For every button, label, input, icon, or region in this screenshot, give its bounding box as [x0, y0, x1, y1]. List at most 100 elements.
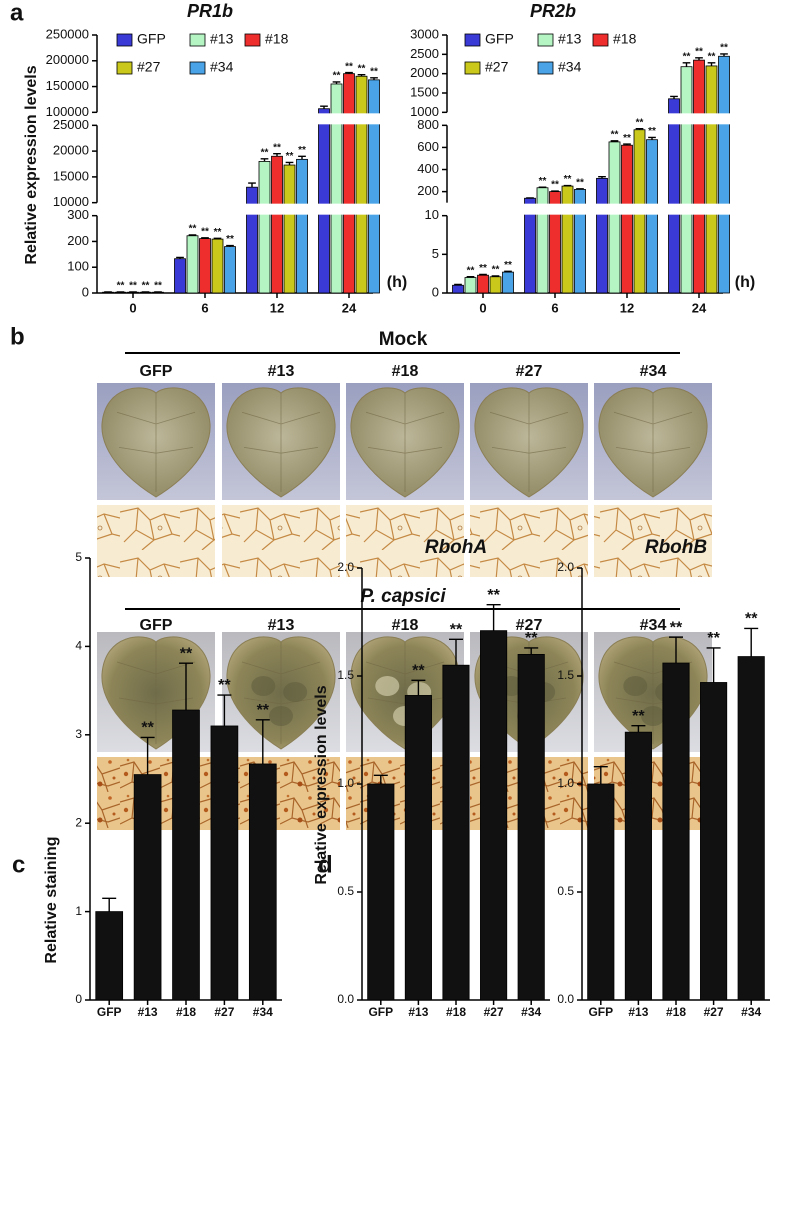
chart-title: PR1b	[187, 1, 233, 21]
significance: **	[708, 51, 716, 62]
bar	[246, 186, 258, 294]
y-tick-label: 2.0	[557, 560, 574, 574]
leaf-vein	[365, 642, 445, 744]
bar	[489, 276, 502, 294]
error-bar	[695, 57, 703, 61]
significance: **	[492, 265, 500, 276]
error-bar	[370, 77, 378, 80]
legend-swatch	[244, 33, 261, 47]
column-label: #34	[640, 363, 667, 380]
bar	[174, 258, 186, 294]
bar	[258, 161, 271, 294]
significance: **	[745, 611, 758, 628]
significance: **	[487, 587, 500, 604]
significance: **	[707, 630, 720, 647]
y-tick-label: 1500	[410, 84, 439, 99]
bar	[283, 164, 296, 294]
micrograph	[222, 505, 340, 577]
x-tick-label: 6	[551, 300, 558, 315]
x-tick-label: 12	[620, 300, 634, 315]
error-bar	[285, 161, 294, 166]
error-bar	[707, 62, 716, 66]
error-bar	[576, 188, 584, 190]
legend-label: #27	[485, 59, 509, 75]
significance: **	[450, 621, 463, 638]
significance: **	[142, 281, 150, 292]
x-tick-label: #18	[446, 1005, 466, 1019]
error-bar	[373, 774, 388, 784]
error-bar	[260, 158, 269, 162]
y-tick-label: 250000	[46, 26, 89, 41]
y-tick-label: 20000	[53, 143, 89, 158]
error-bar	[670, 95, 678, 99]
legend-label: #34	[558, 59, 582, 75]
significance: **	[201, 226, 209, 237]
bar	[172, 709, 200, 1001]
significance: **	[298, 145, 306, 156]
bar	[452, 284, 464, 294]
bar	[693, 59, 705, 294]
legend-swatch	[537, 33, 554, 47]
y-tick-label: 0	[75, 992, 82, 1006]
y-tick-label: 3000	[410, 26, 439, 41]
error-bar	[411, 679, 426, 696]
y-tick-label: 1.0	[557, 776, 574, 790]
column-label: GFP	[140, 617, 173, 634]
error-bar	[213, 237, 222, 240]
x-tick-label: #27	[484, 1005, 504, 1019]
bar	[608, 141, 621, 294]
x-tick-label: 0	[129, 300, 136, 315]
x-tick-label: #27	[704, 1005, 724, 1019]
bar	[480, 630, 508, 1001]
error-bar	[454, 283, 462, 286]
bar	[248, 763, 277, 1001]
bar	[662, 662, 690, 1001]
x-tick-label: #18	[666, 1005, 686, 1019]
bar	[502, 271, 514, 294]
significance: **	[467, 265, 475, 276]
column-label: #34	[640, 617, 667, 634]
micrograph	[97, 505, 215, 577]
error-bar	[551, 190, 559, 192]
error-bar	[479, 273, 487, 276]
significance: **	[479, 263, 487, 274]
bar	[464, 277, 477, 294]
bar	[621, 144, 633, 294]
column-label: #13	[268, 363, 295, 380]
legend-label: #13	[558, 31, 582, 47]
column-label: GFP	[140, 363, 173, 380]
y-tick-label: 0	[432, 284, 439, 299]
error-bar	[706, 647, 721, 683]
error-bar	[623, 143, 631, 146]
significance: **	[214, 227, 222, 238]
bar	[624, 731, 652, 1001]
bar	[404, 695, 432, 1001]
y-tick-label: 4	[75, 639, 82, 653]
y-tick-label: 200	[67, 233, 89, 248]
error-bar	[504, 270, 512, 273]
leaf-vein	[489, 393, 569, 492]
significance: **	[412, 663, 425, 680]
x-tick-label: GFP	[97, 1005, 122, 1019]
y-axis-label: Relative expression levels	[23, 65, 40, 264]
x-tick-label: #13	[408, 1005, 428, 1019]
significance: **	[141, 720, 154, 737]
y-tick-label: 200	[417, 183, 439, 198]
legend-label: GFP	[137, 31, 166, 47]
significance: **	[623, 133, 631, 144]
error-bar	[491, 275, 500, 277]
y-tick-label: 5	[432, 246, 439, 261]
axis-break	[95, 113, 387, 125]
bar	[367, 783, 395, 1001]
x-tick-label: #34	[521, 1005, 541, 1019]
lesion	[251, 676, 276, 696]
x-tick-label: 24	[342, 300, 357, 315]
y-tick-label: 0.5	[337, 884, 354, 898]
y-tick-label: 0	[82, 284, 89, 299]
y-tick-label: 1.5	[557, 668, 574, 682]
axis-break	[445, 113, 737, 125]
lesion	[269, 706, 293, 726]
bar	[318, 108, 330, 294]
x-tick-label: #34	[253, 1005, 273, 1019]
y-tick-label: 1000	[410, 104, 439, 119]
